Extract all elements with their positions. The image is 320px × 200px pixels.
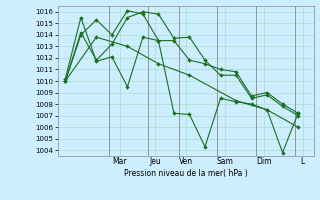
X-axis label: Pression niveau de la mer( hPa ): Pression niveau de la mer( hPa ) <box>124 169 247 178</box>
